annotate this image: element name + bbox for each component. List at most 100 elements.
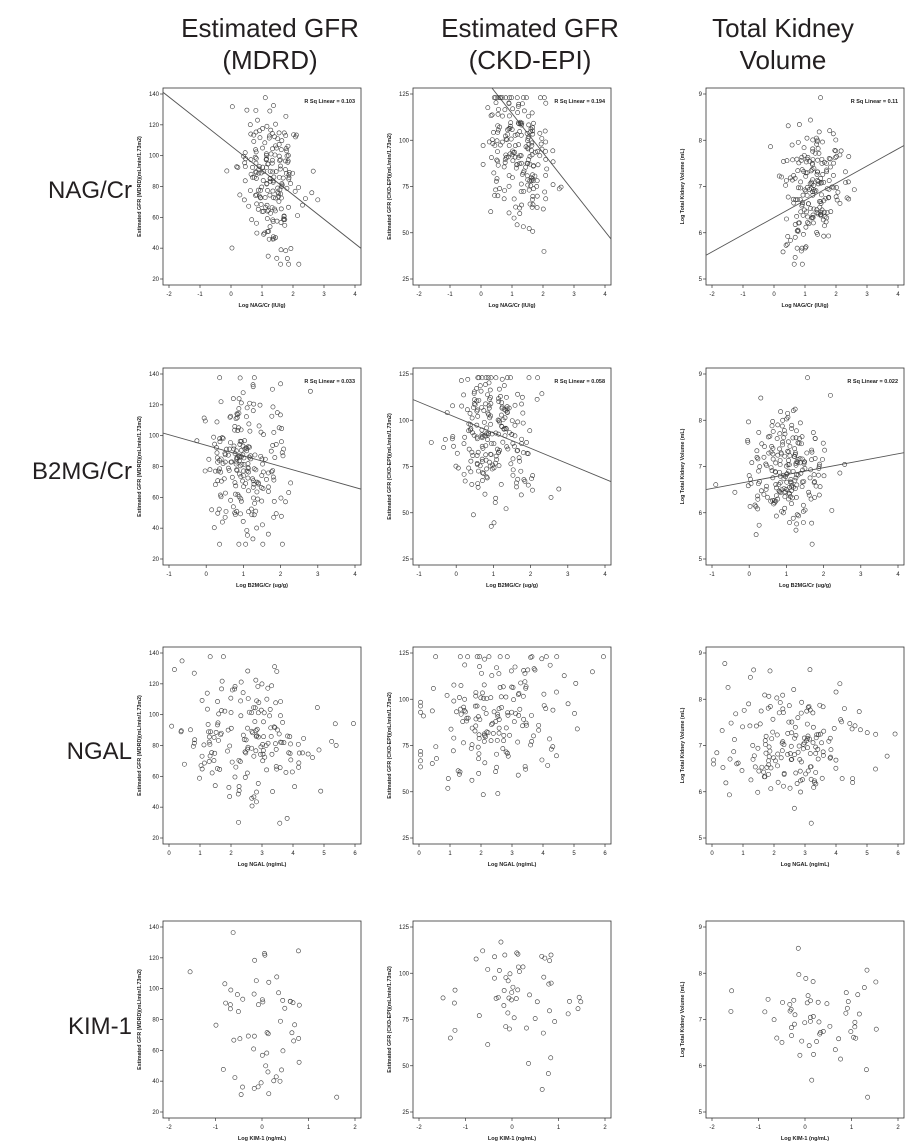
- data-point: [525, 667, 531, 673]
- data-point: [475, 413, 481, 419]
- data-point: [238, 400, 244, 406]
- data-point: [819, 740, 824, 746]
- data-point: [496, 725, 502, 731]
- data-point: [215, 459, 221, 465]
- data-point: [223, 1000, 229, 1006]
- data-point: [823, 195, 829, 201]
- x-tick-label: 3: [572, 292, 576, 298]
- data-point: [300, 750, 305, 756]
- data-point: [855, 992, 861, 998]
- data-point: [502, 415, 508, 421]
- data-point: [218, 730, 224, 736]
- data-point: [228, 413, 234, 419]
- data-point: [815, 746, 821, 752]
- column-header-ckd-epi: Estimated GFR (CKD-EPI): [400, 12, 660, 76]
- data-point: [261, 710, 267, 716]
- data-point: [548, 495, 554, 500]
- data-point: [800, 509, 806, 514]
- data-point: [524, 722, 529, 728]
- data-point: [769, 736, 775, 742]
- data-point: [548, 952, 554, 958]
- y-axis-label: Log Total Kidney Volume (mL): [680, 707, 686, 783]
- data-point: [264, 216, 270, 221]
- data-point: [801, 461, 807, 467]
- data-point: [512, 143, 518, 149]
- data-point: [784, 241, 790, 247]
- data-point: [572, 711, 577, 716]
- y-tick-label: 60: [152, 215, 159, 221]
- x-tick-label: -2: [166, 1125, 172, 1131]
- y-tick-label: 125: [399, 372, 410, 378]
- data-point: [254, 525, 260, 531]
- data-point: [768, 765, 774, 771]
- data-point: [254, 220, 259, 226]
- data-point: [217, 375, 223, 381]
- data-point: [236, 425, 241, 431]
- data-point: [271, 498, 277, 504]
- x-tick-label: -1: [166, 572, 172, 578]
- data-point: [288, 757, 294, 763]
- data-point: [865, 1094, 871, 1100]
- y-axis-label: Estimated GFR (MDRD)(mL/min/1.73m2): [137, 969, 143, 1070]
- plot-frame: [162, 87, 362, 286]
- data-point: [752, 502, 758, 508]
- data-point: [288, 480, 294, 486]
- data-point: [826, 156, 832, 161]
- data-point: [473, 690, 479, 695]
- data-point: [529, 140, 535, 146]
- data-point: [494, 157, 500, 163]
- data-point: [248, 131, 254, 137]
- data-point: [481, 682, 487, 688]
- data-point: [788, 757, 794, 763]
- data-point: [543, 654, 549, 660]
- data-point: [489, 155, 494, 160]
- data-point: [804, 708, 810, 714]
- data-point: [418, 764, 423, 770]
- data-point: [237, 1036, 243, 1042]
- data-point: [508, 461, 514, 467]
- data-point: [838, 148, 844, 154]
- data-point: [530, 178, 536, 184]
- data-point: [289, 769, 295, 775]
- data-point: [292, 188, 298, 194]
- data-point: [514, 222, 520, 228]
- data-point: [499, 412, 504, 418]
- data-point: [796, 160, 802, 166]
- data-point: [489, 673, 495, 678]
- data-point: [814, 171, 820, 177]
- data-point: [270, 442, 276, 448]
- data-point: [499, 400, 505, 406]
- data-point: [240, 996, 246, 1002]
- data-point: [515, 476, 521, 482]
- data-point: [565, 701, 571, 707]
- data-point: [278, 713, 283, 719]
- data-point: [262, 195, 268, 200]
- data-point: [811, 1052, 816, 1057]
- data-point: [235, 428, 241, 433]
- x-tick-label: 3: [865, 292, 869, 298]
- data-point: [271, 724, 277, 730]
- data-point: [482, 656, 487, 662]
- data-point: [810, 430, 816, 435]
- data-point: [449, 436, 455, 442]
- data-point: [770, 429, 776, 434]
- data-point: [530, 125, 536, 131]
- data-point: [764, 463, 769, 468]
- data-point: [506, 183, 512, 189]
- data-point: [477, 463, 483, 469]
- data-point: [531, 186, 536, 192]
- data-point: [231, 443, 237, 449]
- x-tick-label: -2: [709, 292, 715, 298]
- data-point: [799, 759, 804, 765]
- data-point: [809, 457, 814, 463]
- data-point: [259, 1052, 265, 1058]
- data-point: [739, 768, 745, 773]
- data-point: [488, 375, 494, 381]
- data-point: [215, 699, 220, 704]
- y-tick-label: 40: [152, 1079, 159, 1085]
- data-point: [505, 132, 511, 137]
- data-point: [516, 121, 522, 127]
